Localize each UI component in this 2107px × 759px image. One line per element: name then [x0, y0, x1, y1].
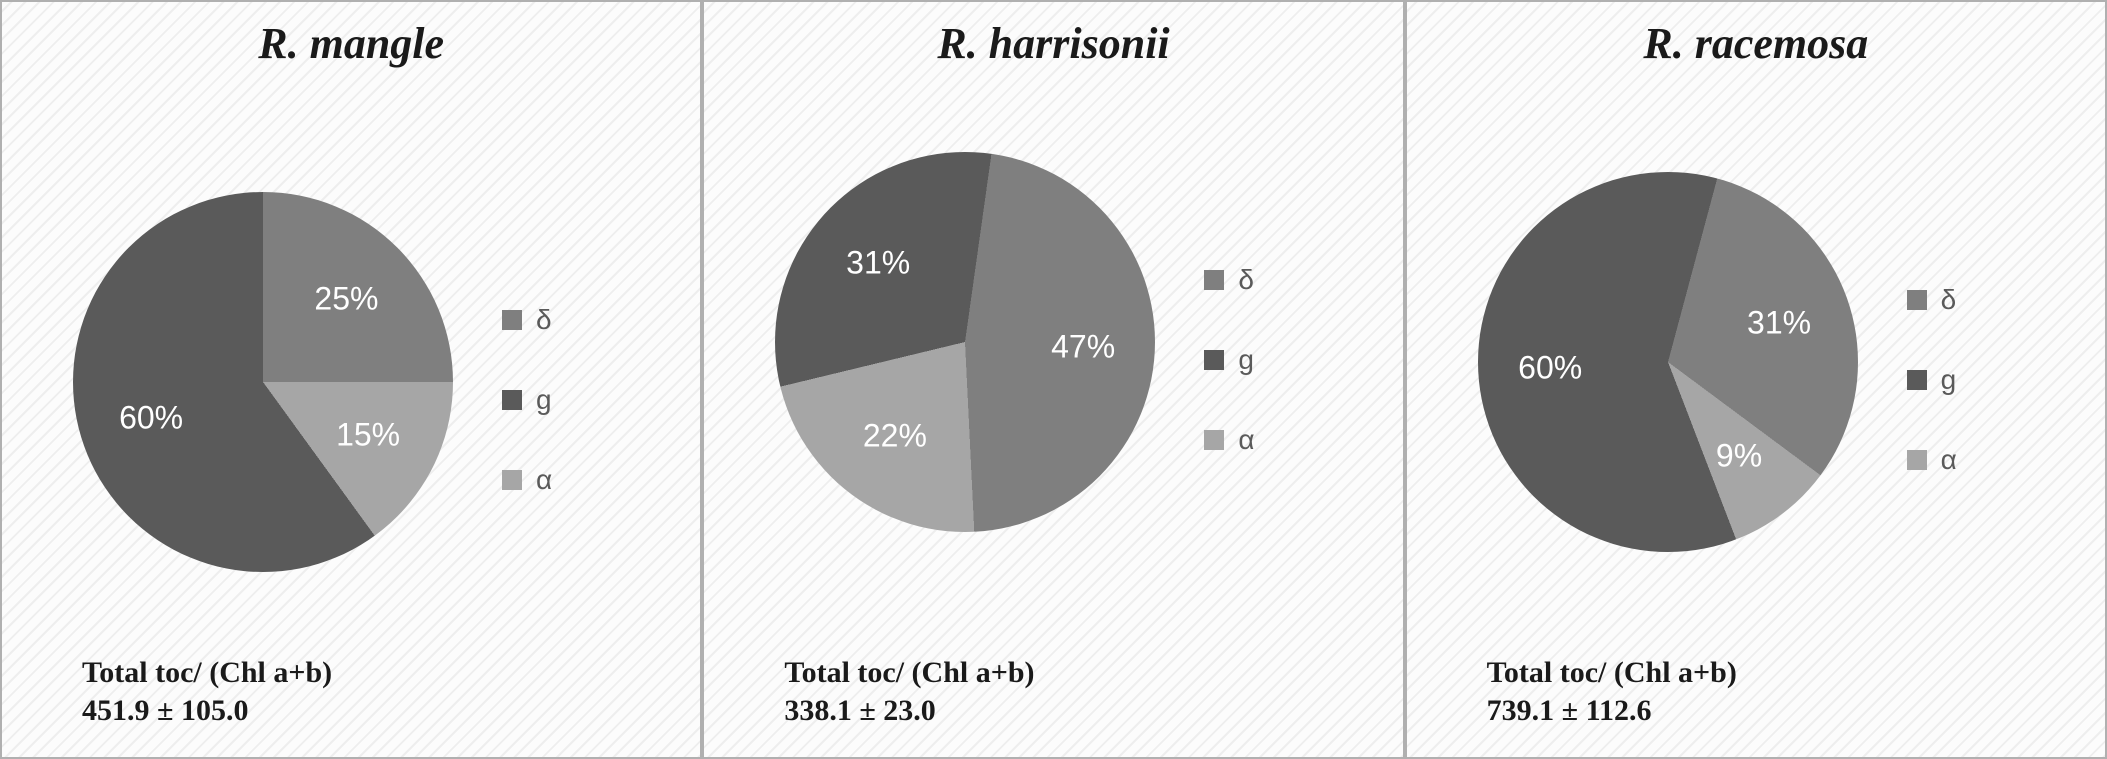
legend-label-delta: δ: [536, 304, 552, 336]
legend-label-g: g: [536, 384, 552, 416]
slice-label-g: 60%: [119, 400, 183, 437]
slice-label-alpha: 15%: [336, 417, 400, 454]
slice-label-g: 31%: [846, 244, 910, 281]
legend-label-alpha: α: [536, 464, 552, 496]
pie-chart: 25% 15% 60%: [73, 192, 453, 572]
legend: δ g α: [502, 304, 552, 496]
caption-line2: 338.1 ± 23.0: [784, 692, 1034, 730]
legend-swatch-alpha: [1907, 450, 1927, 470]
pie-chart: 31% 9% 60%: [1478, 172, 1858, 552]
legend: δ g α: [1907, 284, 1957, 476]
legend-swatch-delta: [502, 310, 522, 330]
legend-swatch-alpha: [502, 470, 522, 490]
panel-racemosa: R. racemosa 31% 9% 60% δ g α Total toc/ (Chl a+…: [1405, 0, 2107, 759]
slice-label-g: 60%: [1518, 350, 1582, 387]
legend-swatch-g: [1204, 350, 1224, 370]
caption: Total toc/ (Chl a+b) 451.9 ± 105.0: [82, 654, 332, 729]
caption: Total toc/ (Chl a+b) 338.1 ± 23.0: [784, 654, 1034, 729]
legend-label-g: g: [1238, 344, 1254, 376]
panel-mangle: R. mangle 25% 15% 60% δ g α Total toc/ (Chl a+b…: [0, 0, 702, 759]
legend-item-delta: δ: [1204, 264, 1254, 296]
caption-line2: 739.1 ± 112.6: [1487, 692, 1737, 730]
legend-label-alpha: α: [1941, 444, 1957, 476]
legend-item-g: g: [1204, 344, 1254, 376]
legend: δ g α: [1204, 264, 1254, 456]
pie-chart: 47% 22% 31%: [775, 152, 1155, 532]
legend-swatch-alpha: [1204, 430, 1224, 450]
slice-label-delta: 47%: [1051, 329, 1115, 366]
legend-swatch-g: [1907, 370, 1927, 390]
legend-label-g: g: [1941, 364, 1957, 396]
legend-label-alpha: α: [1238, 424, 1254, 456]
panel-harrisonii: R. harrisonii 47% 22% 31% δ g α Total toc/ (Chl…: [702, 0, 1404, 759]
slice-label-alpha: 9%: [1716, 437, 1762, 474]
legend-item-delta: δ: [502, 304, 552, 336]
caption-line1: Total toc/ (Chl a+b): [1487, 654, 1737, 692]
legend-item-alpha: α: [502, 464, 552, 496]
legend-label-delta: δ: [1238, 264, 1254, 296]
caption: Total toc/ (Chl a+b) 739.1 ± 112.6: [1487, 654, 1737, 729]
slice-label-delta: 31%: [1747, 305, 1811, 342]
legend-item-delta: δ: [1907, 284, 1957, 316]
legend-swatch-g: [502, 390, 522, 410]
legend-item-alpha: α: [1907, 444, 1957, 476]
legend-item-g: g: [502, 384, 552, 416]
caption-line1: Total toc/ (Chl a+b): [82, 654, 332, 692]
legend-item-alpha: α: [1204, 424, 1254, 456]
slice-label-delta: 25%: [314, 280, 378, 317]
legend-label-delta: δ: [1941, 284, 1957, 316]
pie-disc: [73, 192, 453, 572]
legend-item-g: g: [1907, 364, 1957, 396]
legend-swatch-delta: [1907, 290, 1927, 310]
panel-title: R. racemosa: [1407, 20, 2105, 68]
caption-line1: Total toc/ (Chl a+b): [784, 654, 1034, 692]
panels-container: R. mangle 25% 15% 60% δ g α Total toc/ (Chl a+b…: [0, 0, 2107, 759]
slice-label-alpha: 22%: [863, 418, 927, 455]
legend-swatch-delta: [1204, 270, 1224, 290]
caption-line2: 451.9 ± 105.0: [82, 692, 332, 730]
panel-title: R. mangle: [2, 20, 700, 68]
panel-title: R. harrisonii: [704, 20, 1402, 68]
